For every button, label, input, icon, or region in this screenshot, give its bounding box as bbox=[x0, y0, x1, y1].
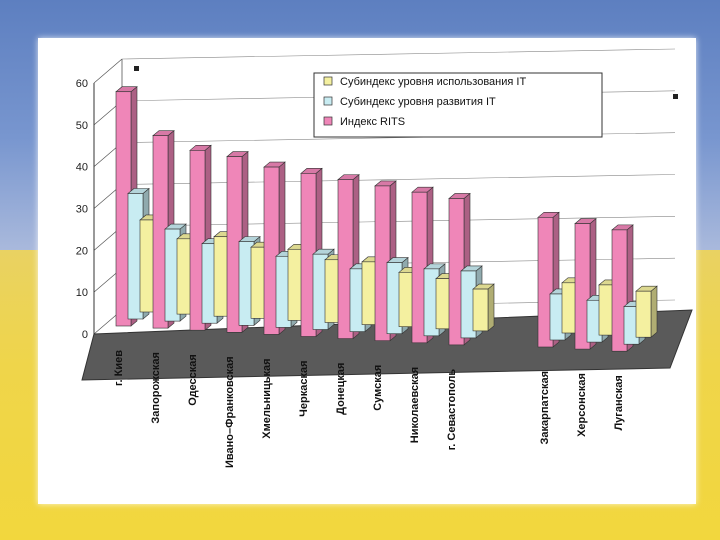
x-tick-label: Николаевская bbox=[409, 367, 421, 443]
bar-rits-13 bbox=[611, 229, 628, 352]
x-tick-label: Ивано–Франковская bbox=[224, 356, 236, 468]
y-tick-label: 30 bbox=[76, 204, 88, 216]
bar-chart: 0 10 20 30 40 50 60 г. Киев Запорожская Одесская И… bbox=[76, 48, 693, 468]
legend-entry: Индекс RITS bbox=[340, 116, 405, 128]
bar-rits-7 bbox=[337, 179, 354, 339]
bar-rits-3 bbox=[189, 150, 206, 331]
x-tick-label: Черкаская bbox=[298, 361, 310, 417]
x-tick-label: г. Севастополь bbox=[446, 369, 458, 451]
legend-swatch bbox=[323, 116, 333, 126]
legend-swatch bbox=[323, 96, 333, 106]
x-tick-label: Хмельницькая bbox=[261, 358, 273, 438]
bar-use-10-side bbox=[487, 283, 495, 332]
x-tick-label: Одесская bbox=[187, 354, 199, 406]
y-tick-label: 40 bbox=[76, 162, 88, 174]
x-tick-label: Сумская bbox=[372, 365, 384, 411]
corner-handle bbox=[673, 94, 678, 99]
x-tick-label: Донецкая bbox=[335, 363, 347, 415]
bar-rits-11 bbox=[537, 217, 554, 348]
x-tick-label: г. Киев bbox=[113, 350, 125, 386]
legend-entry: Субиндекс уровня использования IT bbox=[340, 76, 526, 88]
y-tick-label: 10 bbox=[76, 287, 88, 299]
y-tick-label: 60 bbox=[76, 78, 88, 90]
gridline-side bbox=[93, 58, 123, 84]
legend-entry: Субиндекс уровня развития IT bbox=[340, 96, 496, 108]
bar-use-13-side bbox=[650, 285, 658, 338]
bar-rits-5 bbox=[263, 166, 280, 335]
chart-slide: 0 10 20 30 40 50 60 г. Киев Запорожская Одесская И… bbox=[38, 38, 696, 504]
gridline bbox=[121, 48, 676, 60]
legend bbox=[313, 72, 603, 138]
x-tick-label: Луганская bbox=[613, 375, 625, 430]
x-tick-label: Запорожская bbox=[150, 352, 162, 423]
y-tick-label: 0 bbox=[82, 329, 88, 341]
y-tick-label: 50 bbox=[76, 120, 88, 132]
corner-handle bbox=[134, 66, 139, 71]
bar-use-10 bbox=[472, 288, 489, 332]
gridline bbox=[121, 216, 676, 227]
x-tick-label: Закарпатская bbox=[539, 371, 551, 445]
y-tick-label: 20 bbox=[76, 245, 88, 257]
gridline bbox=[121, 174, 676, 185]
bar-rits-12 bbox=[574, 223, 591, 350]
x-tick-label: Херсонская bbox=[576, 373, 588, 437]
bar-use-13 bbox=[635, 290, 652, 338]
legend-swatch bbox=[323, 76, 333, 86]
